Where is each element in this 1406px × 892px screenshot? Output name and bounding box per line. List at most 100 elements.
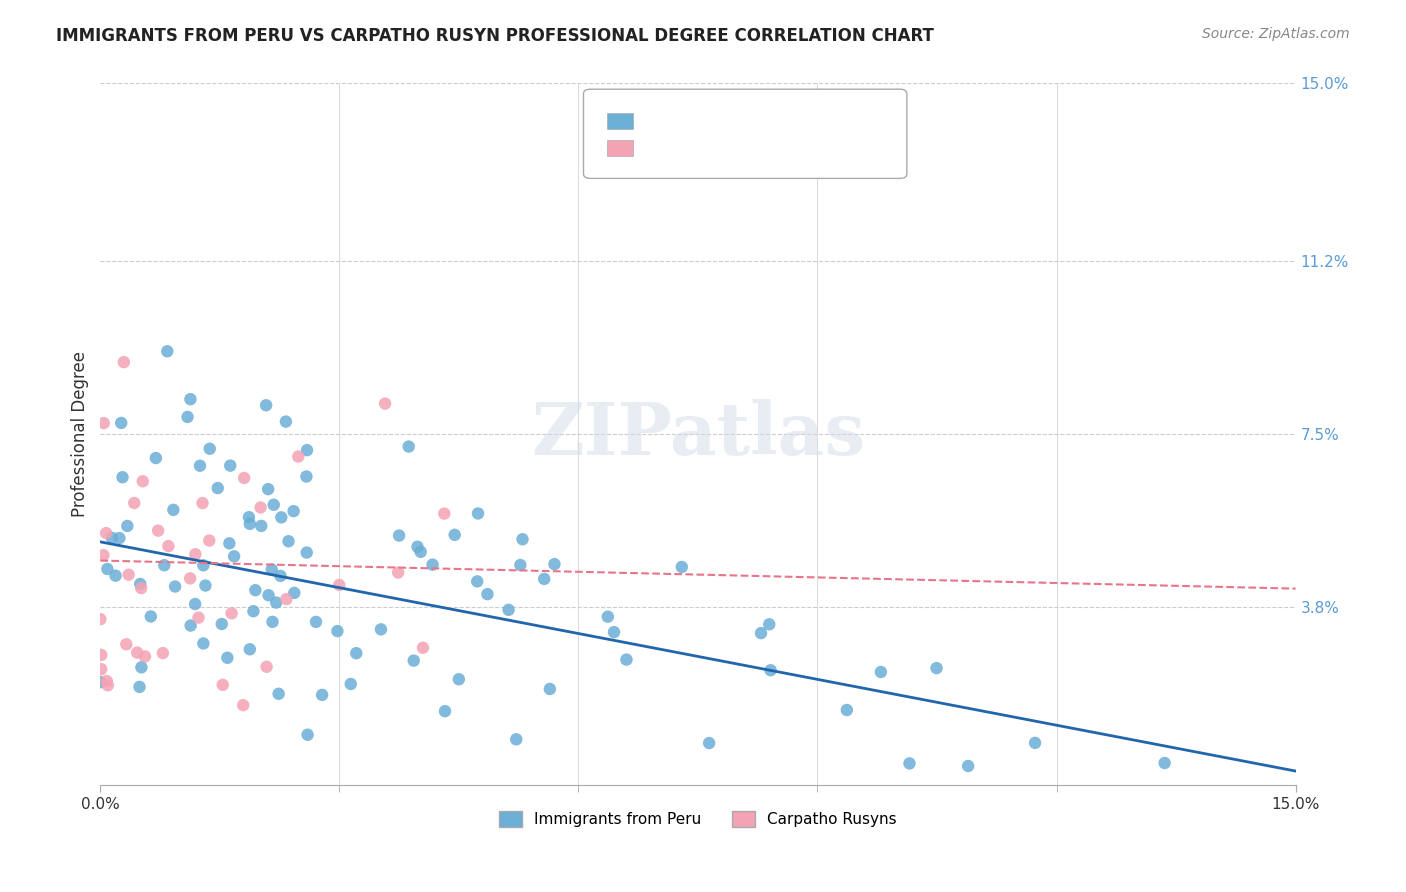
Point (283, 586, 305, 600)
Point (344, 646, 367, 660)
Point (117, 519, 139, 533)
Point (250, 519, 273, 533)
Point (295, 469, 318, 483)
Point (498, 603, 520, 617)
Point (104, 568, 127, 582)
Point (465, 574, 488, 589)
Point (260, 562, 283, 576)
Point (512, 533, 534, 547)
Text: IMMIGRANTS FROM PERU VS CARPATHO RUSYN PROFESSIONAL DEGREE CORRELATION CHART: IMMIGRANTS FROM PERU VS CARPATHO RUSYN P… (56, 27, 934, 45)
Point (406, 540, 429, 554)
Point (129, 577, 152, 591)
Point (759, 663, 782, 677)
Point (122, 496, 145, 510)
Point (262, 615, 284, 629)
Point (1153, 756, 1175, 770)
Point (263, 498, 285, 512)
Point (374, 396, 396, 410)
Point (758, 617, 780, 632)
Point (112, 355, 135, 369)
Point (221, 607, 243, 621)
Point (187, 610, 209, 624)
Point (90, 648, 112, 662)
Point (184, 547, 207, 561)
Legend: Immigrants from Peru, Carpatho Rusyns: Immigrants from Peru, Carpatho Rusyns (494, 805, 903, 834)
Point (193, 636, 215, 650)
Point (238, 510, 260, 524)
Point (283, 504, 305, 518)
Point (90, 675, 112, 690)
Point (211, 617, 233, 632)
Point (697, 736, 720, 750)
Point (118, 567, 141, 582)
Point (505, 732, 527, 747)
Point (218, 536, 240, 550)
Text: R = -0.375    N = 96: R = -0.375 N = 96 (612, 120, 776, 136)
Point (257, 482, 280, 496)
Point (295, 443, 318, 458)
Point (835, 703, 858, 717)
Point (1024, 736, 1046, 750)
Point (132, 475, 155, 489)
Point (194, 578, 217, 592)
Point (269, 569, 291, 583)
Point (388, 528, 411, 542)
Point (180, 618, 202, 632)
Point (179, 392, 201, 407)
Point (543, 557, 565, 571)
Point (267, 687, 290, 701)
Point (96, 562, 118, 576)
Point (157, 539, 180, 553)
Point (176, 409, 198, 424)
Point (193, 558, 215, 573)
Point (898, 756, 921, 771)
Point (276, 592, 298, 607)
Point (370, 623, 392, 637)
Point (749, 626, 772, 640)
Point (870, 665, 893, 679)
Text: R = -0.035    N = 37: R = -0.035 N = 37 (612, 147, 776, 162)
Point (447, 672, 470, 686)
Point (89, 612, 111, 626)
Point (422, 558, 444, 572)
Point (409, 545, 432, 559)
Point (128, 680, 150, 694)
Point (179, 571, 201, 585)
Point (254, 398, 277, 412)
Point (217, 650, 239, 665)
Point (311, 688, 333, 702)
Point (509, 558, 531, 572)
Point (603, 625, 626, 640)
Point (339, 677, 361, 691)
Point (108, 531, 131, 545)
Point (264, 595, 287, 609)
Point (131, 660, 153, 674)
Point (467, 507, 489, 521)
Point (94, 526, 117, 541)
Point (957, 759, 980, 773)
Point (198, 442, 221, 456)
Point (146, 524, 169, 538)
Point (165, 580, 187, 594)
Point (152, 646, 174, 660)
Point (153, 558, 176, 573)
Point (533, 572, 555, 586)
Point (257, 588, 280, 602)
Point (270, 510, 292, 524)
Point (274, 415, 297, 429)
Point (93, 548, 115, 562)
Point (115, 637, 138, 651)
Point (101, 531, 124, 545)
Point (188, 458, 211, 473)
Point (222, 549, 245, 564)
Point (207, 481, 229, 495)
Point (925, 661, 948, 675)
Point (412, 640, 434, 655)
Point (232, 698, 254, 713)
Point (97, 678, 120, 692)
Point (277, 534, 299, 549)
Point (239, 642, 262, 657)
Point (402, 654, 425, 668)
Point (127, 646, 149, 660)
Point (326, 624, 349, 639)
